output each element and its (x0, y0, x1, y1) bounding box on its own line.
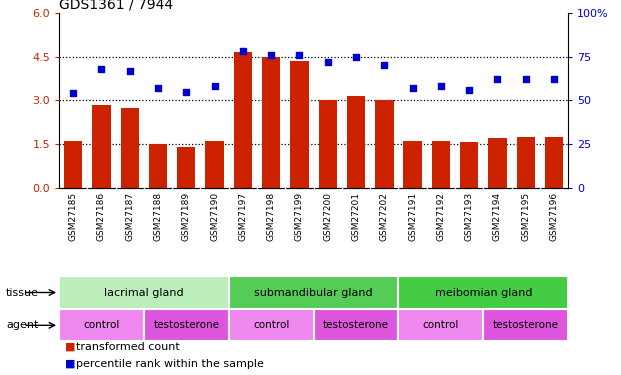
Text: GSM27200: GSM27200 (324, 192, 332, 241)
Text: testosterone: testosterone (493, 320, 559, 330)
Bar (460, 142, 478, 188)
Bar (545, 136, 563, 188)
Text: ■: ■ (65, 342, 76, 352)
Point (266, 52, 276, 58)
Text: GSM27190: GSM27190 (210, 192, 219, 241)
Point (238, 48, 248, 54)
Point (96, 66, 106, 72)
Text: GSM27193: GSM27193 (465, 192, 474, 241)
Point (407, 85, 417, 91)
Text: GSM27185: GSM27185 (69, 192, 78, 241)
Text: ■: ■ (65, 359, 76, 369)
Text: GSM27199: GSM27199 (295, 192, 304, 241)
Point (181, 88, 191, 94)
Point (323, 59, 333, 65)
Point (492, 76, 502, 82)
Bar (399, 276, 568, 309)
Text: GSM27202: GSM27202 (380, 192, 389, 241)
Bar (314, 309, 399, 341)
Bar (290, 61, 309, 188)
Bar (375, 100, 394, 188)
Text: lacrimal gland: lacrimal gland (104, 288, 184, 297)
Point (436, 83, 446, 89)
Bar (93, 105, 111, 188)
Bar (177, 147, 196, 188)
Text: GSM27197: GSM27197 (238, 192, 247, 241)
Text: GSM27194: GSM27194 (493, 192, 502, 241)
Bar (432, 141, 450, 188)
Point (549, 76, 559, 82)
Point (294, 52, 304, 58)
Text: testosterone: testosterone (323, 320, 389, 330)
Bar (404, 141, 422, 188)
Point (210, 83, 220, 89)
Bar (59, 276, 229, 309)
Point (68, 90, 78, 96)
Text: meibomian gland: meibomian gland (435, 288, 532, 297)
Text: GSM27191: GSM27191 (408, 192, 417, 241)
Text: GDS1361 / 7944: GDS1361 / 7944 (59, 0, 173, 11)
Text: GSM27186: GSM27186 (97, 192, 106, 241)
Text: control: control (83, 320, 120, 330)
Bar (149, 144, 167, 188)
Point (465, 87, 474, 93)
Bar (347, 96, 365, 188)
Bar (319, 100, 337, 188)
Bar (229, 276, 399, 309)
Text: agent: agent (6, 320, 39, 330)
Bar (488, 138, 507, 188)
Bar (483, 309, 568, 341)
Text: transformed count: transformed count (76, 342, 180, 352)
Text: control: control (423, 320, 459, 330)
Text: percentile rank within the sample: percentile rank within the sample (76, 359, 265, 369)
Text: GSM27192: GSM27192 (437, 192, 445, 241)
Point (379, 62, 389, 68)
Bar (233, 53, 252, 188)
Text: GSM27201: GSM27201 (351, 192, 361, 241)
Text: GSM27196: GSM27196 (550, 192, 558, 241)
Text: GSM27189: GSM27189 (182, 192, 191, 241)
Point (153, 85, 163, 91)
Text: control: control (253, 320, 289, 330)
Text: GSM27195: GSM27195 (521, 192, 530, 241)
Text: tissue: tissue (6, 288, 39, 297)
Bar (229, 309, 314, 341)
Point (125, 68, 135, 74)
Bar (399, 309, 483, 341)
Text: testosterone: testosterone (153, 320, 219, 330)
Text: GSM27187: GSM27187 (125, 192, 134, 241)
Bar (64, 141, 83, 188)
Point (521, 76, 531, 82)
Text: GSM27198: GSM27198 (266, 192, 276, 241)
Bar (262, 57, 280, 188)
Point (351, 54, 361, 60)
Bar (206, 141, 224, 188)
Text: GSM27188: GSM27188 (153, 192, 163, 241)
Bar (144, 309, 229, 341)
Bar (59, 309, 144, 341)
Bar (517, 136, 535, 188)
Bar (120, 108, 139, 188)
Text: submandibular gland: submandibular gland (254, 288, 373, 297)
